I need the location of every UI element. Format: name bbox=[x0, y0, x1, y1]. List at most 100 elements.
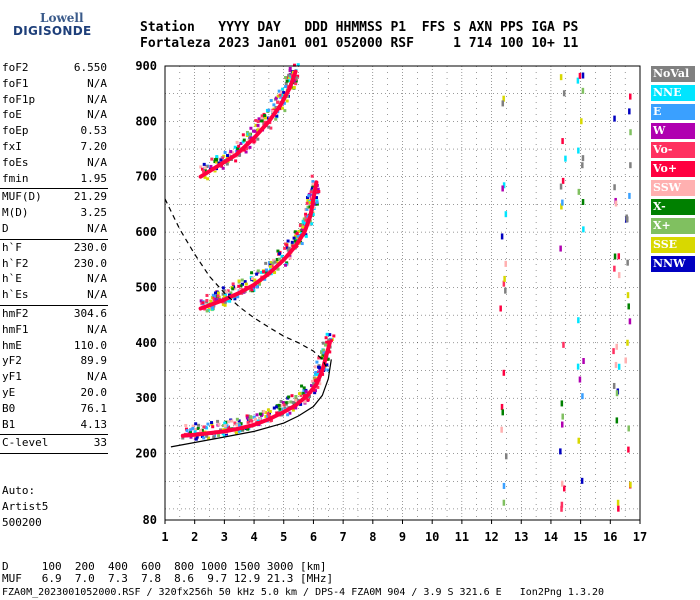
noise-point bbox=[626, 259, 629, 266]
echo-point bbox=[262, 409, 266, 413]
echo-point bbox=[237, 429, 241, 433]
echo-point bbox=[328, 350, 332, 354]
echo-point bbox=[220, 164, 224, 168]
echo-point bbox=[189, 430, 193, 434]
x-tick-label: 8 bbox=[369, 530, 376, 544]
param-row: h`F2 230.0 bbox=[2, 257, 107, 270]
echo-point bbox=[287, 73, 291, 77]
param-separator bbox=[0, 453, 108, 455]
echo-point bbox=[241, 428, 245, 432]
echo-point bbox=[221, 166, 225, 170]
echo-point bbox=[275, 257, 279, 261]
noise-point bbox=[617, 505, 620, 512]
noise-point bbox=[612, 348, 615, 355]
param-value: N/A bbox=[87, 288, 107, 302]
echo-point bbox=[275, 114, 279, 118]
echo-point bbox=[233, 421, 237, 425]
echo-point bbox=[318, 382, 322, 386]
echo-point bbox=[216, 419, 220, 423]
echo-point bbox=[324, 343, 328, 347]
echo-point bbox=[211, 425, 215, 429]
echo-point bbox=[268, 409, 272, 413]
noise-point bbox=[582, 226, 585, 233]
echo-point bbox=[223, 300, 227, 304]
param-name: hmF1 bbox=[2, 322, 29, 336]
echo-trace bbox=[198, 69, 298, 179]
echo-point bbox=[278, 407, 282, 411]
noise-point bbox=[582, 358, 585, 365]
ionogram-chart: 1 2 3 4 5 6 7 8 9 10 11 12 13 14 15 16 17 80200300400500… bbox=[135, 59, 647, 544]
echo-point bbox=[325, 363, 329, 367]
noise-point bbox=[614, 200, 618, 207]
auto-label: Auto: bbox=[2, 484, 36, 497]
echo-point bbox=[311, 184, 315, 188]
echo-point bbox=[310, 186, 314, 190]
echo-point bbox=[313, 391, 317, 395]
echo-point bbox=[250, 288, 254, 292]
echo-point bbox=[274, 105, 278, 109]
echo-point bbox=[293, 234, 297, 238]
echo-point bbox=[244, 150, 248, 154]
echo-point bbox=[245, 414, 249, 418]
noise-point bbox=[559, 448, 562, 455]
echo-point bbox=[305, 201, 309, 205]
echo-point bbox=[241, 140, 245, 144]
param-name: C-level bbox=[2, 436, 49, 450]
echo-point bbox=[313, 379, 317, 383]
echo-point bbox=[267, 125, 271, 129]
echo-point bbox=[189, 435, 193, 439]
x-axis-ticks: 1 2 3 4 5 6 7 8 9 10 11 12 13 14 15 16 17 bbox=[161, 520, 647, 544]
logo-digisonde: DIGISONDE bbox=[13, 24, 92, 38]
param-row: yE 20.0 bbox=[2, 386, 107, 399]
noise-point bbox=[626, 339, 629, 346]
echo-point bbox=[198, 429, 202, 433]
noise-point bbox=[577, 437, 581, 444]
muf-row: MUF 6.9 7.0 7.3 7.8 8.6 9.7 12.9 21.3 [M… bbox=[2, 572, 334, 585]
echo-point bbox=[217, 433, 221, 437]
echo-point bbox=[260, 119, 264, 123]
noise-point bbox=[580, 118, 583, 125]
param-name: hmE bbox=[2, 338, 22, 352]
param-value: N/A bbox=[87, 92, 107, 106]
param-row: M(D) 3.25 bbox=[2, 206, 107, 219]
echo-point bbox=[239, 422, 243, 426]
echo-point bbox=[260, 270, 264, 274]
noise-point bbox=[581, 393, 584, 400]
echo-point bbox=[256, 128, 260, 132]
echo-point bbox=[276, 100, 280, 104]
noise-point bbox=[501, 185, 504, 192]
echo-point bbox=[197, 423, 201, 427]
echo-point bbox=[247, 414, 251, 418]
param-name: B1 bbox=[2, 417, 16, 431]
echo-point bbox=[249, 126, 253, 130]
x-tick-label: 15 bbox=[573, 530, 587, 544]
echo-point bbox=[207, 436, 211, 440]
noise-point bbox=[502, 280, 506, 287]
echo-point bbox=[293, 239, 297, 243]
echo-point bbox=[284, 263, 288, 267]
echo-point bbox=[250, 419, 254, 423]
param-name: h`F2 bbox=[2, 256, 29, 270]
echo-point bbox=[245, 147, 249, 151]
echo-point bbox=[285, 243, 289, 247]
echo-point bbox=[223, 424, 227, 428]
x-tick-label: 7 bbox=[340, 530, 347, 544]
echo-point bbox=[280, 254, 284, 258]
echo-point bbox=[235, 417, 239, 421]
echo-point bbox=[306, 214, 310, 218]
echo-point bbox=[315, 200, 319, 204]
echo-point bbox=[200, 167, 204, 171]
echo-point bbox=[296, 234, 300, 238]
echo-point bbox=[301, 391, 305, 395]
legend-item-x-: X- bbox=[651, 199, 695, 215]
echo-point bbox=[302, 217, 306, 221]
echo-point bbox=[325, 332, 329, 336]
param-name: D bbox=[2, 222, 9, 235]
x-tick-label: 14 bbox=[544, 530, 558, 544]
noise-point bbox=[562, 90, 566, 97]
echo-point bbox=[260, 117, 264, 121]
noise-point bbox=[500, 233, 504, 240]
echo-point bbox=[284, 82, 288, 86]
noise-point bbox=[560, 505, 563, 512]
noise-point bbox=[559, 245, 562, 252]
